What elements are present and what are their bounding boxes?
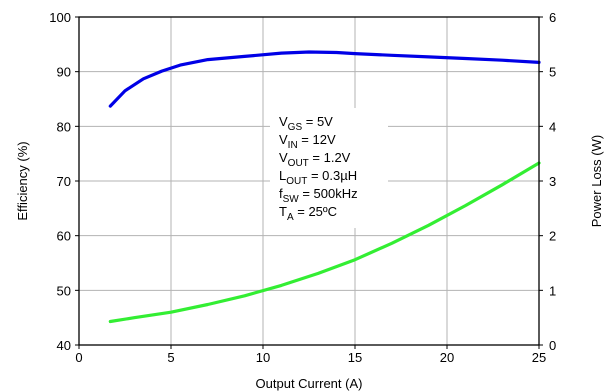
y2-tick-label: 2 <box>549 229 556 244</box>
y2-tick-label: 3 <box>549 174 556 189</box>
y-tick-label: 60 <box>57 229 71 244</box>
y2-tick-label: 4 <box>549 119 556 134</box>
y-tick-label: 90 <box>57 65 71 80</box>
y-tick-label: 70 <box>57 174 71 189</box>
y-tick-label: 50 <box>57 283 71 298</box>
y-axis-title: Efficiency (%) <box>15 141 30 220</box>
x-tick-label: 0 <box>75 350 82 365</box>
y2-axis-title: Power Loss (W) <box>589 135 604 227</box>
annotation-line: VOUT = 1.2V <box>279 150 351 169</box>
efficiency-line <box>108 50 541 108</box>
x-tick-label: 20 <box>440 350 454 365</box>
series-lines <box>108 50 541 324</box>
annotation-background <box>270 108 388 228</box>
y2-tick-label: 5 <box>549 65 556 80</box>
tick-labels: 0 5 10 15 20 25 40 50 60 70 80 90 100 0 1 2 3 4 5 6 <box>49 10 556 365</box>
x-tick-label: 5 <box>167 350 174 365</box>
y-tick-label: 100 <box>49 10 71 25</box>
y2-tick-label: 0 <box>549 338 556 353</box>
x-tick-label: 25 <box>532 350 546 365</box>
x-tick-label: 15 <box>348 350 362 365</box>
x-tick-label: 10 <box>256 350 270 365</box>
annotation-line: fSW = 500kHz <box>279 186 358 205</box>
y-tick-label: 80 <box>57 119 71 134</box>
annotation-line: TA = 25ºC <box>279 204 337 223</box>
power-loss-line <box>108 161 541 324</box>
annotation-line: LOUT = 0.3µH <box>279 168 357 187</box>
y-tick-label: 40 <box>57 338 71 353</box>
annotation-line: VGS = 5V <box>279 114 333 133</box>
y2-tick-label: 6 <box>549 10 556 25</box>
y2-tick-label: 1 <box>549 283 556 298</box>
x-axis-title: Output Current (A) <box>256 376 363 391</box>
annotation-line: VIN = 12V <box>279 132 336 151</box>
